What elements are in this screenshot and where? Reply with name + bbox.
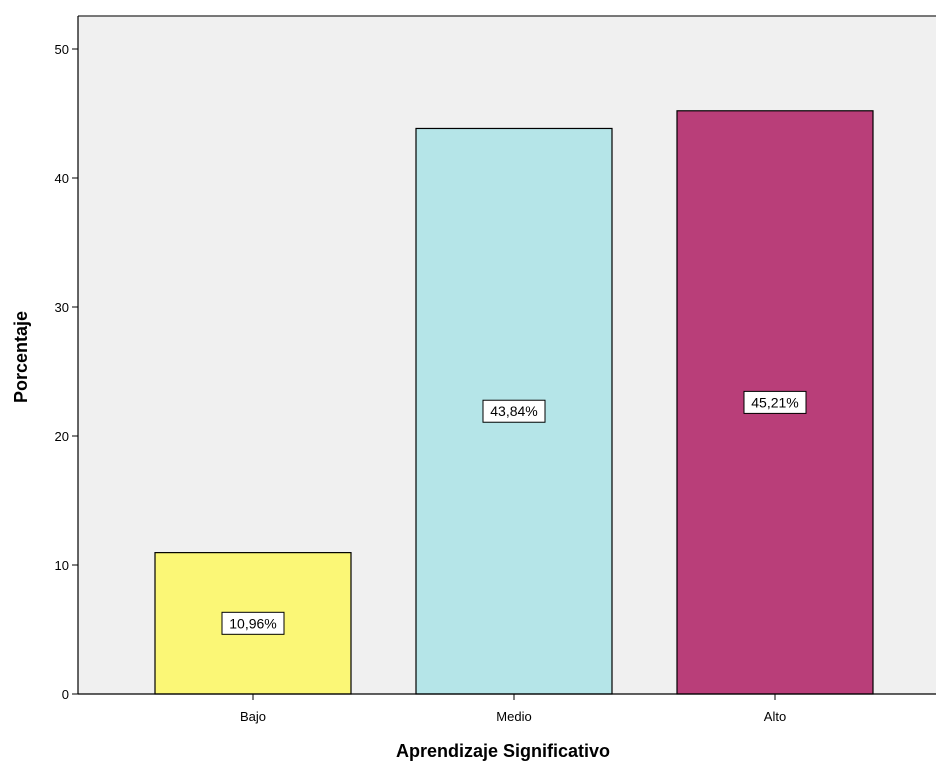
data-label-text: 43,84% xyxy=(490,403,537,419)
data-label-box xyxy=(743,390,807,414)
axes-layer xyxy=(77,15,936,695)
x-tick-label-bajo: Bajo xyxy=(240,709,266,724)
data-labels: 10,96% 43,84% 45,21% xyxy=(221,390,807,635)
y-tick-label: 20 xyxy=(55,429,69,444)
y-tick-label: 50 xyxy=(55,42,69,57)
y-tick-label: 10 xyxy=(55,558,69,573)
data-label-bajo: 10,96% xyxy=(221,611,285,635)
data-label-medio: 43,84% xyxy=(482,399,546,423)
y-tick-label: 40 xyxy=(55,171,69,186)
x-tick-label-alto: Alto xyxy=(764,709,786,724)
x-ticks: Bajo Medio Alto xyxy=(240,694,786,724)
y-axis-title: Porcentaje xyxy=(11,311,31,403)
x-tick-label-medio: Medio xyxy=(496,709,531,724)
x-axis-title: Aprendizaje Significativo xyxy=(396,741,610,761)
data-label-box xyxy=(482,399,546,423)
data-label-text: 45,21% xyxy=(751,394,798,410)
data-label-text: 10,96% xyxy=(229,615,276,631)
data-label-alto: 45,21% xyxy=(743,390,807,414)
y-tick-label: 30 xyxy=(55,300,69,315)
y-tick-label: 0 xyxy=(62,687,69,702)
data-label-box xyxy=(221,611,285,635)
y-ticks: 0 10 20 30 40 50 xyxy=(55,42,78,702)
